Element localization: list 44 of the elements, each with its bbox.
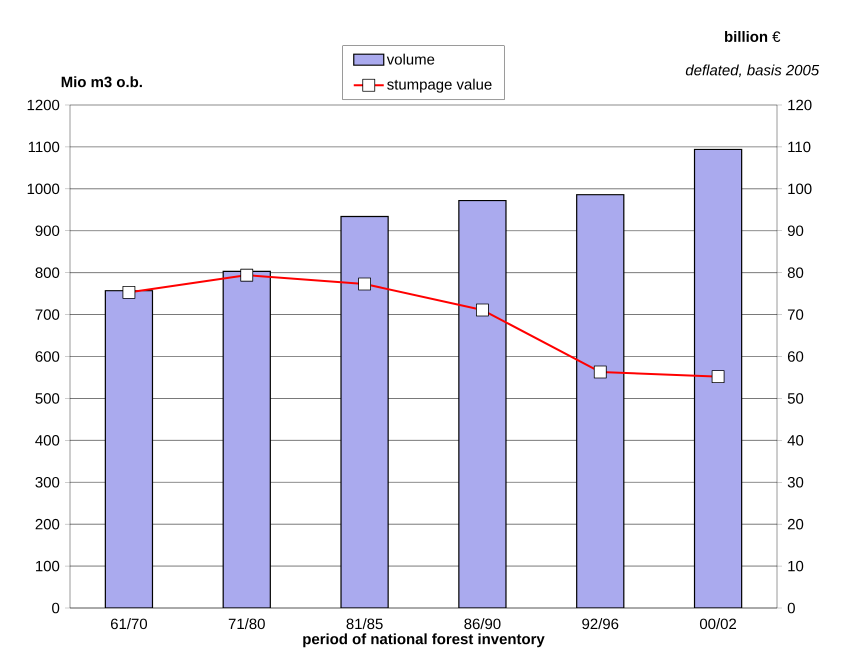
y-tick-label: 300 bbox=[35, 476, 60, 488]
y-tick-label: 500 bbox=[35, 393, 60, 404]
y-tick-label: 100 bbox=[36, 560, 60, 572]
y-tick-label: 400 bbox=[35, 435, 60, 446]
y2-tick-label: 40 bbox=[788, 435, 804, 446]
y2-tick-label: 90 bbox=[788, 225, 804, 236]
x-tick-label: 92/96 bbox=[582, 618, 618, 630]
y2-tick-label: 0 bbox=[788, 602, 795, 614]
y2-tick-label: 30 bbox=[788, 476, 804, 488]
y-tick-label: 800 bbox=[36, 267, 60, 278]
bar bbox=[222, 270, 271, 608]
bar bbox=[576, 194, 624, 608]
x-tick-label: 81/85 bbox=[346, 618, 383, 630]
y-tick-label: 1100 bbox=[28, 142, 60, 152]
y-axis-title: Mio m3 o.b. bbox=[62, 76, 142, 88]
legend-label: volume bbox=[386, 54, 434, 65]
bar bbox=[458, 200, 507, 608]
bar bbox=[340, 216, 389, 608]
x-tick-label: 71/80 bbox=[228, 618, 265, 630]
y-tick-label: 700 bbox=[36, 309, 60, 320]
y2-tick-label: 120 bbox=[788, 100, 812, 110]
y2-tick-label: 70 bbox=[788, 309, 804, 320]
x-tick-label: 00/02 bbox=[700, 618, 736, 630]
bar bbox=[104, 290, 154, 608]
y2-tick-label: 60 bbox=[788, 351, 804, 362]
y-tick-label: 900 bbox=[36, 225, 60, 236]
x-tick-label: 61/70 bbox=[110, 618, 148, 630]
y2-tick-label: 10 bbox=[788, 560, 804, 572]
y-tick-label: 0 bbox=[52, 602, 60, 614]
x-axis-title: period of national forest inventory bbox=[303, 633, 545, 648]
y-tick-label: 200 bbox=[36, 518, 60, 530]
y-tick-label: 1200 bbox=[28, 100, 60, 110]
y2-tick-label: 110 bbox=[788, 142, 810, 152]
x-tick-label: 86/90 bbox=[464, 618, 501, 630]
y2-tick-label: 100 bbox=[788, 184, 812, 194]
y2-tick-label: 50 bbox=[788, 393, 804, 404]
y-tick-label: 1000 bbox=[28, 184, 60, 194]
legend-label: stumpage value bbox=[387, 78, 492, 93]
text: deflated, basis 2005 bbox=[686, 64, 820, 78]
y-tick-label: 600 bbox=[36, 351, 60, 362]
y2-tick-label: 80 bbox=[788, 267, 804, 278]
y2-tick-label: 20 bbox=[788, 518, 804, 530]
bar bbox=[694, 148, 742, 608]
y2-axis-title: billion € bbox=[725, 30, 780, 42]
